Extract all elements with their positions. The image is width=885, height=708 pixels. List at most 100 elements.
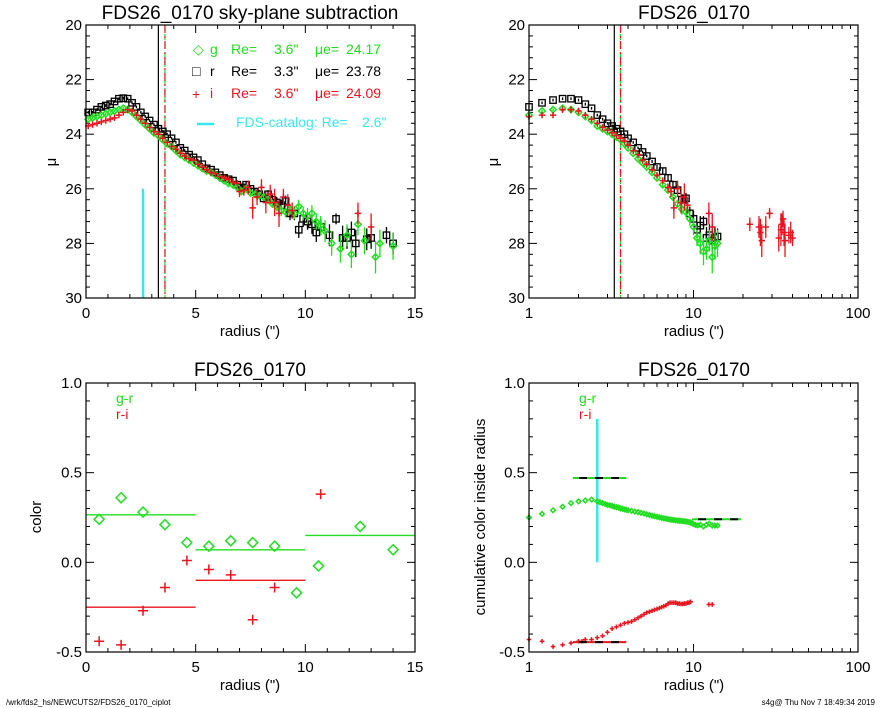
data-point-square [567, 94, 575, 103]
data-point-plus [172, 146, 180, 153]
data-point-square [172, 138, 180, 147]
data-point-diamond [642, 162, 652, 172]
data-point-plus [688, 599, 693, 605]
data-point-plus [560, 642, 565, 648]
data-point-diamond [702, 244, 711, 254]
data-point-plus [269, 582, 280, 593]
data-point-plus [190, 156, 197, 164]
plot-frame [528, 24, 859, 299]
data-point-plus [354, 210, 362, 217]
y-tick-label: 28 [508, 235, 525, 252]
data-point-plus [621, 137, 628, 145]
data-point-plus [582, 111, 589, 119]
y-tick-label: 26 [508, 181, 525, 198]
data-point-square [332, 214, 340, 223]
data-point-plus [102, 117, 109, 124]
data-point-plus [588, 115, 595, 123]
data-point-square [549, 96, 557, 104]
data-point-plus [203, 564, 214, 575]
data-point-diamond [320, 226, 330, 236]
chart-title: FDS26_0170 [638, 3, 750, 24]
y-tick-label: 0.5 [61, 465, 82, 482]
data-point-square [150, 120, 158, 129]
data-point-plus [654, 606, 660, 612]
y-tick-label: 0.5 [504, 465, 525, 482]
data-point-diamond [360, 236, 369, 245]
y-tick-label: 24 [508, 126, 525, 143]
data-point-square [574, 96, 583, 104]
x-tick-label: 1 [525, 305, 533, 322]
data-point-plus [649, 608, 655, 614]
data-point-plus [185, 155, 193, 162]
data-point-plus [150, 128, 158, 135]
data-point-square [97, 103, 106, 111]
data-point-square [593, 111, 602, 119]
data-point-plus [684, 201, 691, 209]
data-point-plus [549, 111, 557, 119]
x-tick-label: 10 [685, 305, 702, 322]
y-tick-label: -0.5 [56, 644, 82, 661]
data-point-plus [262, 199, 270, 206]
data-point-plus [705, 210, 713, 217]
data-point-plus [220, 174, 228, 182]
data-point-square [128, 98, 136, 107]
data-point-diamond [312, 217, 321, 226]
data-point-diamond [290, 586, 303, 599]
data-point-plus [203, 166, 210, 173]
data-point-square [587, 104, 596, 113]
data-point-plus [240, 186, 248, 194]
data-point-diamond [588, 496, 595, 503]
data-point-diamond [623, 143, 633, 153]
data-point-square [658, 167, 667, 175]
chart-title: FDS26_0170 [194, 360, 306, 381]
data-point-square [145, 116, 154, 125]
data-point-plus [605, 629, 610, 635]
data-point-plus [315, 489, 326, 500]
data-point-plus [216, 173, 223, 180]
legend-mue-value: 23.78 [346, 63, 381, 79]
data-point-square [538, 98, 546, 107]
data-point-plus [652, 607, 657, 613]
y-axis-label: cumulative color inside radius [472, 419, 489, 616]
data-point-plus [746, 221, 754, 228]
y-axis-label: μ [485, 158, 502, 167]
data-point-diamond [189, 158, 198, 168]
data-point-plus [568, 640, 574, 646]
data-point-diamond [375, 239, 385, 248]
data-point-diamond [294, 202, 304, 211]
data-point-square [664, 174, 672, 182]
plot-marks [86, 489, 415, 650]
data-point-square [634, 143, 642, 152]
data-point-plus [236, 188, 243, 195]
legend-re-value: 3.6" [274, 85, 298, 101]
legend-re-label: Re= [231, 41, 257, 57]
data-point-diamond [567, 499, 575, 507]
data-point-plus [194, 161, 202, 168]
legend-mue-label: μe= [315, 41, 339, 57]
data-point-diamond [307, 209, 317, 218]
data-point-plus [762, 223, 769, 231]
data-point-plus [367, 223, 375, 231]
legend-r-i: r-i [116, 406, 128, 422]
data-point-plus [589, 637, 594, 642]
plot-marks [83, 25, 398, 298]
data-point-plus [168, 143, 175, 150]
data-point-plus [207, 169, 215, 176]
y-tick-label: 22 [65, 72, 82, 89]
y-tick-label: 0.0 [61, 554, 82, 571]
data-point-plus [757, 229, 764, 236]
data-point-plus [709, 602, 715, 607]
data-point-diamond [93, 513, 106, 526]
x-tick-label: 0 [82, 659, 90, 676]
y-tick-label: 22 [508, 72, 525, 89]
x-tick-label: 10 [297, 305, 314, 322]
data-point-plus [199, 163, 206, 171]
data-point-diamond [575, 497, 582, 505]
data-point-plus [639, 156, 646, 164]
data-point-diamond [224, 534, 237, 547]
legend-symbol-plus: + [192, 86, 200, 102]
data-point-plus [613, 132, 620, 139]
x-axis-label: radius (") [664, 323, 724, 340]
data-point-plus [284, 201, 291, 209]
data-point-diamond [696, 521, 704, 529]
